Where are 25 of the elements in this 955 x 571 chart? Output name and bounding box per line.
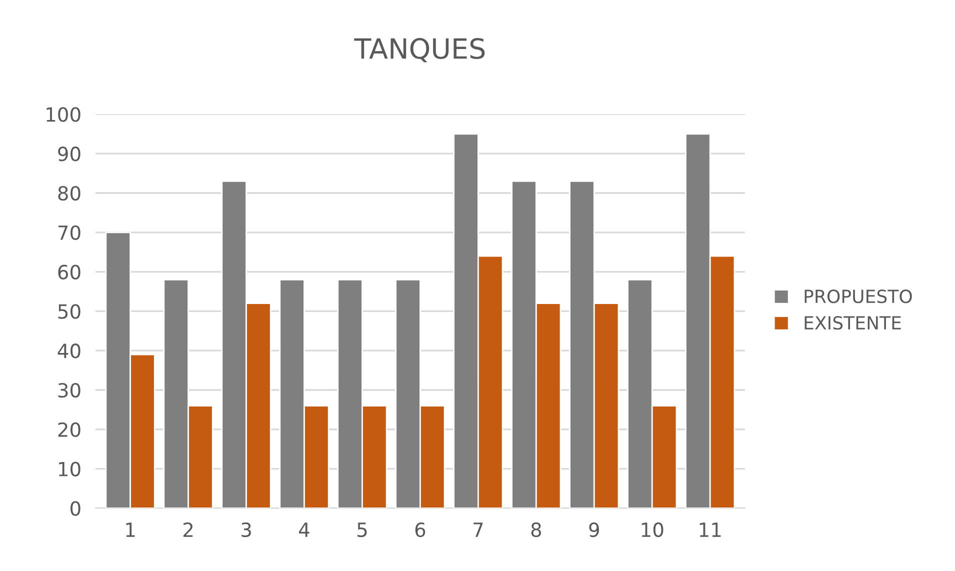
chart-title: TANQUES [354, 38, 485, 62]
x-tick-label: 8 [531, 522, 542, 538]
x-tick-label: 7 [474, 522, 483, 537]
y-tick-label: 0 [70, 501, 80, 516]
x-tick-label: 1 [126, 522, 135, 537]
x-tick-label: 5 [358, 522, 367, 538]
x-tick-label: 10 [642, 522, 664, 538]
y-tick-label: 60 [58, 264, 80, 280]
x-tick-label: 2 [184, 522, 193, 537]
x-tick-label: 9 [589, 522, 599, 538]
x-tick-label: 6 [415, 522, 426, 538]
x-tick-label: 3 [242, 522, 251, 538]
legend-label: EXISTENTE [804, 316, 901, 330]
y-tick-label: 50 [58, 304, 80, 319]
y-tick-label: 40 [58, 344, 80, 358]
y-tick-label: 100 [46, 107, 80, 122]
y-tick-label: 70 [58, 225, 80, 240]
y-tick-label: 90 [58, 146, 80, 162]
y-tick-label: 10 [59, 462, 80, 476]
legend-label: PROPUESTO [804, 290, 912, 304]
y-tick-label: 20 [58, 422, 80, 438]
x-tick-label: 11 [700, 522, 721, 537]
y-tick-label: 30 [58, 382, 80, 398]
y-tick-label: 80 [58, 186, 80, 201]
x-tick-label: 4 [299, 522, 310, 537]
